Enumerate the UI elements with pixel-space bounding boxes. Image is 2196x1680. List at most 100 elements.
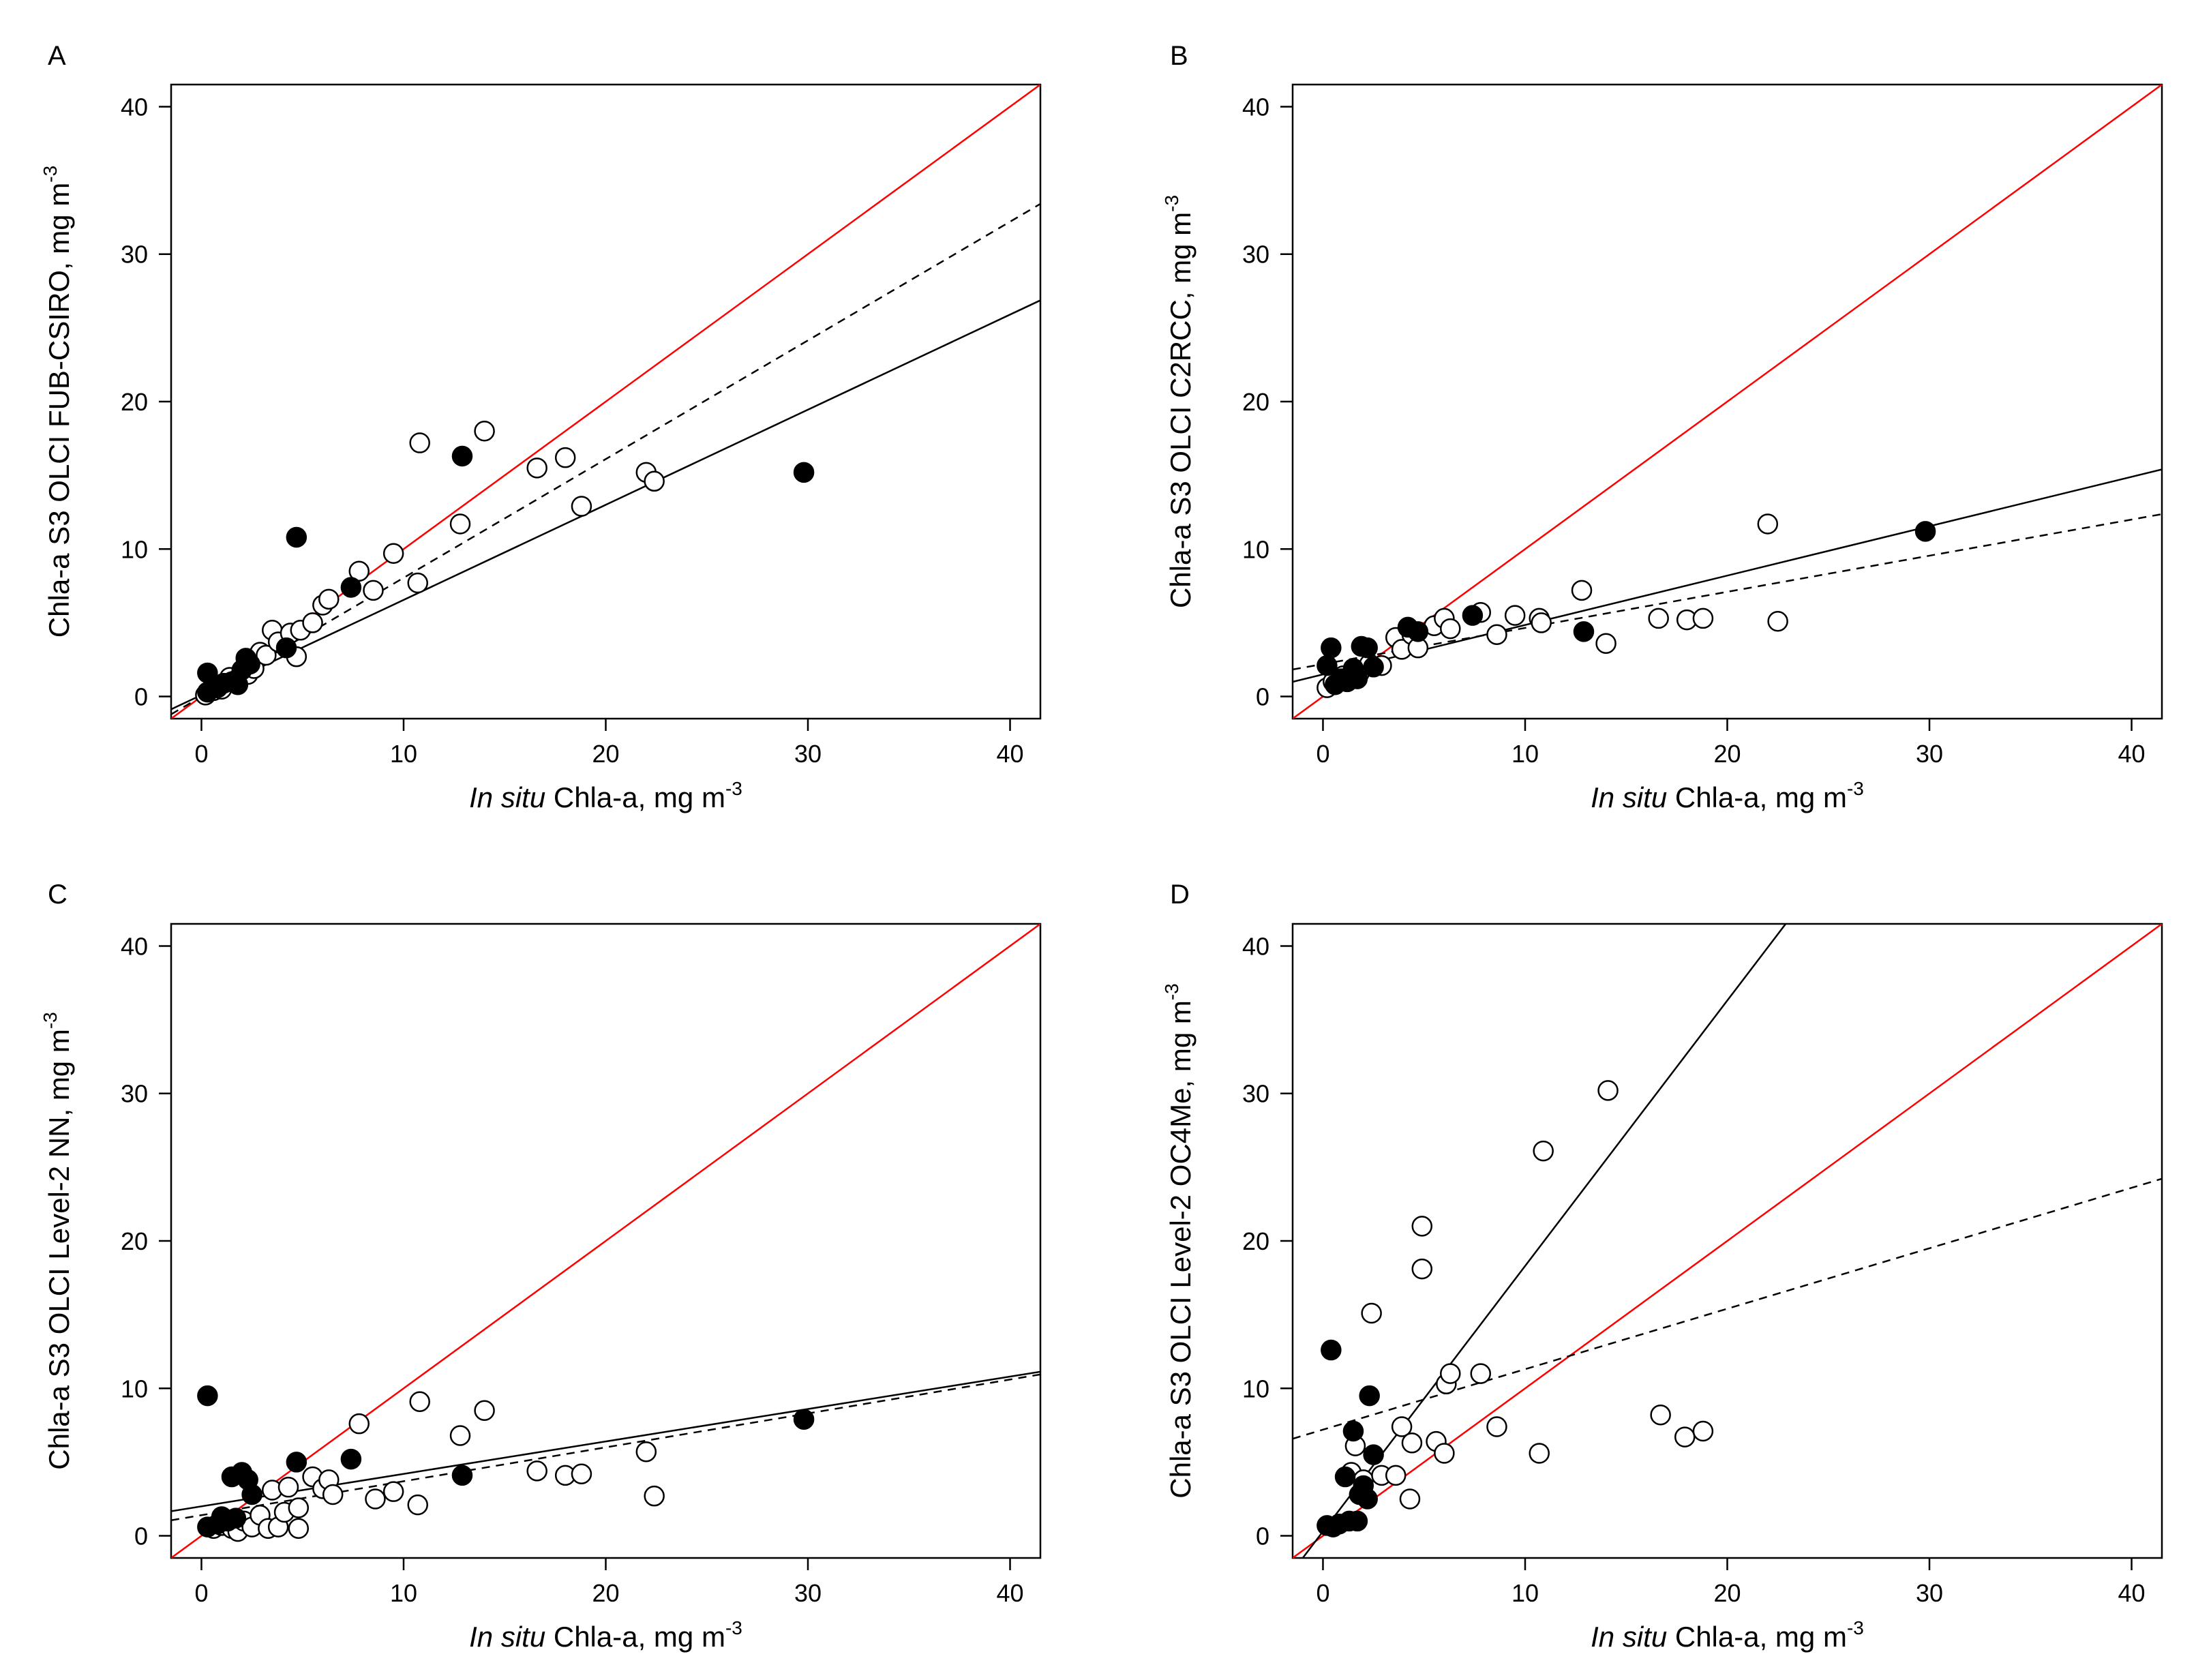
x-axis-label: In situ Chla-a, mg m-3 xyxy=(1591,1617,1864,1653)
open-point xyxy=(407,1494,428,1516)
filled-point xyxy=(286,526,307,548)
open-point xyxy=(1571,580,1593,601)
solid-fit-line xyxy=(171,1370,1040,1512)
open-point xyxy=(1595,633,1616,654)
open-point xyxy=(1648,608,1669,629)
filled-point xyxy=(1363,657,1384,678)
y-tick-label: 30 xyxy=(121,241,148,269)
open-point xyxy=(1440,618,1461,640)
open-point xyxy=(1411,1258,1433,1280)
open-point xyxy=(571,1463,592,1484)
x-axis-label: In situ Chla-a, mg m-3 xyxy=(469,778,742,813)
lines-group xyxy=(1293,924,2162,1558)
identity-line xyxy=(1293,924,2162,1558)
y-tick-label: 20 xyxy=(1242,1227,1269,1255)
filled-point xyxy=(275,637,297,659)
filled-point xyxy=(286,1452,307,1473)
y-tick-label: 20 xyxy=(1242,388,1269,416)
open-point xyxy=(409,1391,430,1412)
x-tick-label: 40 xyxy=(996,740,1023,768)
filled-point xyxy=(1407,621,1429,642)
open-point xyxy=(1440,1363,1461,1384)
open-point xyxy=(365,1488,386,1510)
x-tick-label: 20 xyxy=(1713,1579,1741,1607)
filled-point xyxy=(1914,521,1936,542)
filled-point xyxy=(1347,668,1368,689)
open-point xyxy=(277,1476,299,1498)
open-point xyxy=(1674,1426,1696,1448)
x-tick-label: 30 xyxy=(794,1579,822,1607)
filled-point xyxy=(1357,637,1378,659)
open-point xyxy=(1385,1465,1407,1486)
filled-point xyxy=(1359,1385,1380,1407)
open-point xyxy=(635,1441,657,1462)
filled-point xyxy=(239,653,260,675)
filled-point xyxy=(1347,1510,1368,1532)
open-point xyxy=(1391,1416,1413,1437)
x-tick-label: 10 xyxy=(1511,1579,1539,1607)
open-point xyxy=(318,588,340,610)
x-tick-label: 30 xyxy=(794,740,822,768)
x-tick-label: 0 xyxy=(194,1579,208,1607)
x-tick-label: 10 xyxy=(390,1579,417,1607)
panel-a: A 0 10 20 30 40 0 10 20 30 40 In situ Chla-a, mg m-… xyxy=(40,41,1042,813)
filled-point xyxy=(793,462,815,483)
y-tick-label: 0 xyxy=(134,683,148,711)
y-tick-label: 0 xyxy=(1256,1522,1269,1550)
panel-label: B xyxy=(1170,41,1188,71)
filled-point xyxy=(1321,637,1342,659)
filled-point xyxy=(241,1484,262,1505)
panel-c: C 0 10 20 30 40 0 10 20 30 40 In situ Chla-a, mg m-… xyxy=(40,880,1042,1653)
open-point xyxy=(1411,1216,1433,1237)
filled-point xyxy=(197,1385,218,1407)
x-axis-label: In situ Chla-a, mg m-3 xyxy=(469,1617,742,1653)
filled-point xyxy=(793,1409,815,1430)
y-tick-label: 10 xyxy=(121,535,148,563)
open-point xyxy=(1757,513,1779,535)
open-point xyxy=(1533,1140,1554,1162)
panel-label: A xyxy=(48,41,66,71)
open-point xyxy=(1529,1443,1550,1464)
x-tick-label: 30 xyxy=(1916,1579,1943,1607)
open-point xyxy=(1531,612,1552,633)
open-point xyxy=(1692,1420,1714,1442)
y-tick-label: 0 xyxy=(1256,683,1269,711)
x-tick-label: 10 xyxy=(1511,740,1539,768)
filled-point xyxy=(1573,621,1595,642)
open-point xyxy=(474,1400,495,1421)
open-point xyxy=(382,543,404,565)
panel-label: C xyxy=(48,880,67,910)
x-tick-label: 10 xyxy=(390,740,417,768)
x-tick-label: 40 xyxy=(2118,740,2145,768)
y-tick-label: 30 xyxy=(1242,241,1269,269)
open-point xyxy=(1504,605,1526,626)
filled-point xyxy=(451,1465,473,1486)
open-point xyxy=(409,432,430,453)
x-tick-label: 20 xyxy=(592,740,619,768)
open-point xyxy=(1597,1080,1619,1101)
open-point xyxy=(1401,1432,1423,1454)
filled-point xyxy=(225,1508,247,1529)
filled-point xyxy=(1334,1466,1356,1488)
open-point xyxy=(449,513,471,535)
x-tick-label: 20 xyxy=(1713,740,1741,768)
open-point xyxy=(1470,1363,1492,1384)
open-point xyxy=(288,1518,310,1539)
y-tick-label: 40 xyxy=(1242,93,1269,121)
panel-d: D 0 10 20 30 40 0 10 20 30 40 In situ Chla-a, mg m-… xyxy=(1161,880,2163,1653)
open-point xyxy=(1434,1443,1455,1464)
open-point xyxy=(363,580,384,601)
open-point xyxy=(288,1497,310,1518)
filled-point xyxy=(1321,1339,1342,1361)
x-tick-label: 0 xyxy=(1316,740,1329,768)
x-tick-label: 40 xyxy=(2118,1579,2145,1607)
y-tick-label: 30 xyxy=(1242,1080,1269,1108)
open-point xyxy=(644,470,665,492)
open-point xyxy=(449,1425,471,1446)
y-tick-label: 40 xyxy=(121,93,148,121)
filled-point xyxy=(1462,605,1484,626)
open-point xyxy=(554,447,576,468)
open-point xyxy=(1650,1404,1671,1426)
y-tick-label: 20 xyxy=(121,1227,148,1255)
